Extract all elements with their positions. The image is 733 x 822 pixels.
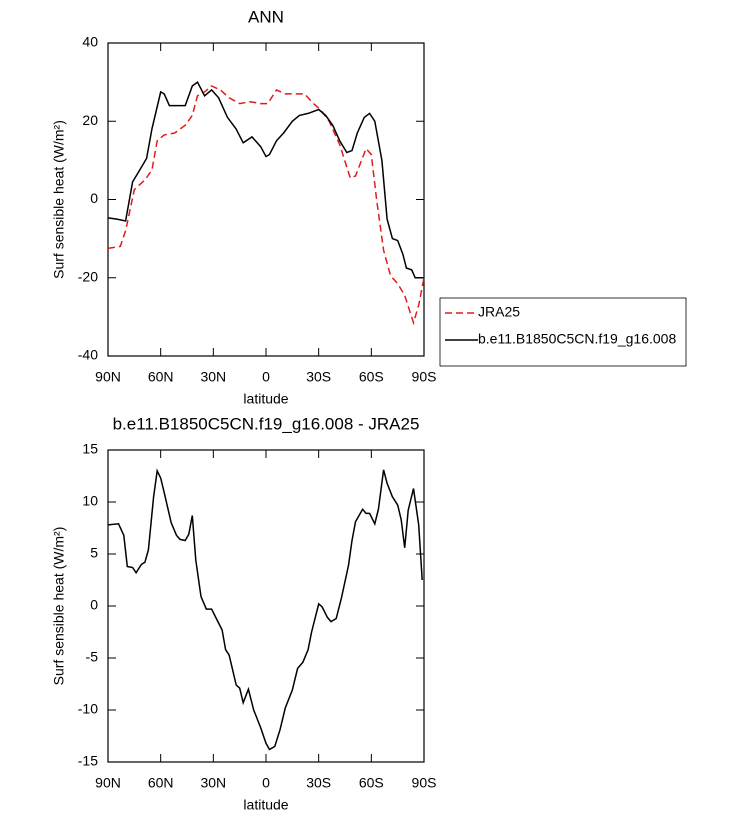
x-tick-label: 90S	[412, 775, 437, 791]
series-line	[107, 468, 423, 751]
legend-label: JRA25	[478, 304, 520, 320]
y-tick-label: 10	[82, 493, 98, 509]
x-tick-label: 60S	[359, 369, 384, 385]
plot-frame	[107, 449, 425, 763]
legend-box	[439, 297, 687, 367]
series-line	[107, 85, 425, 326]
y-tick-label: 20	[82, 112, 98, 128]
chart-title: ANN	[248, 7, 284, 26]
y-axis-label: Surf sensible heat (W/m²)	[51, 527, 67, 686]
x-tick-label: 30S	[306, 369, 331, 385]
x-tick-label: 90N	[95, 775, 121, 791]
y-tick-label: 0	[90, 190, 98, 206]
legend-label: b.e11.B1850C5CN.f19_g16.008	[478, 331, 676, 347]
y-axis-label: Surf sensible heat (W/m²)	[51, 120, 67, 279]
y-tick-label: 40	[82, 34, 98, 50]
y-tick-label: 0	[90, 597, 98, 613]
series-line	[107, 80, 424, 279]
x-tick-label: 0	[262, 369, 270, 385]
x-axis-label: latitude	[243, 797, 288, 813]
x-tick-label: 0	[262, 775, 270, 791]
y-tick-label: -15	[78, 753, 98, 769]
x-tick-label: 90N	[95, 369, 121, 385]
x-tick-label: 30N	[200, 369, 226, 385]
plot-frame	[107, 42, 425, 357]
y-tick-label: 5	[90, 545, 98, 561]
y-tick-label: -10	[78, 701, 98, 717]
chart-title: b.e11.B1850C5CN.f19_g16.008 - JRA25	[113, 414, 420, 433]
y-tick-label: 15	[82, 441, 98, 457]
x-tick-label: 60N	[148, 775, 174, 791]
x-tick-label: 30N	[200, 775, 226, 791]
x-tick-label: 30S	[306, 775, 331, 791]
x-tick-label: 60S	[359, 775, 384, 791]
x-tick-label: 90S	[412, 369, 437, 385]
y-tick-label: -20	[78, 268, 98, 284]
x-axis-label: latitude	[243, 391, 288, 407]
x-tick-label: 60N	[148, 369, 174, 385]
y-tick-label: -40	[78, 347, 98, 363]
y-tick-label: -5	[86, 649, 99, 665]
